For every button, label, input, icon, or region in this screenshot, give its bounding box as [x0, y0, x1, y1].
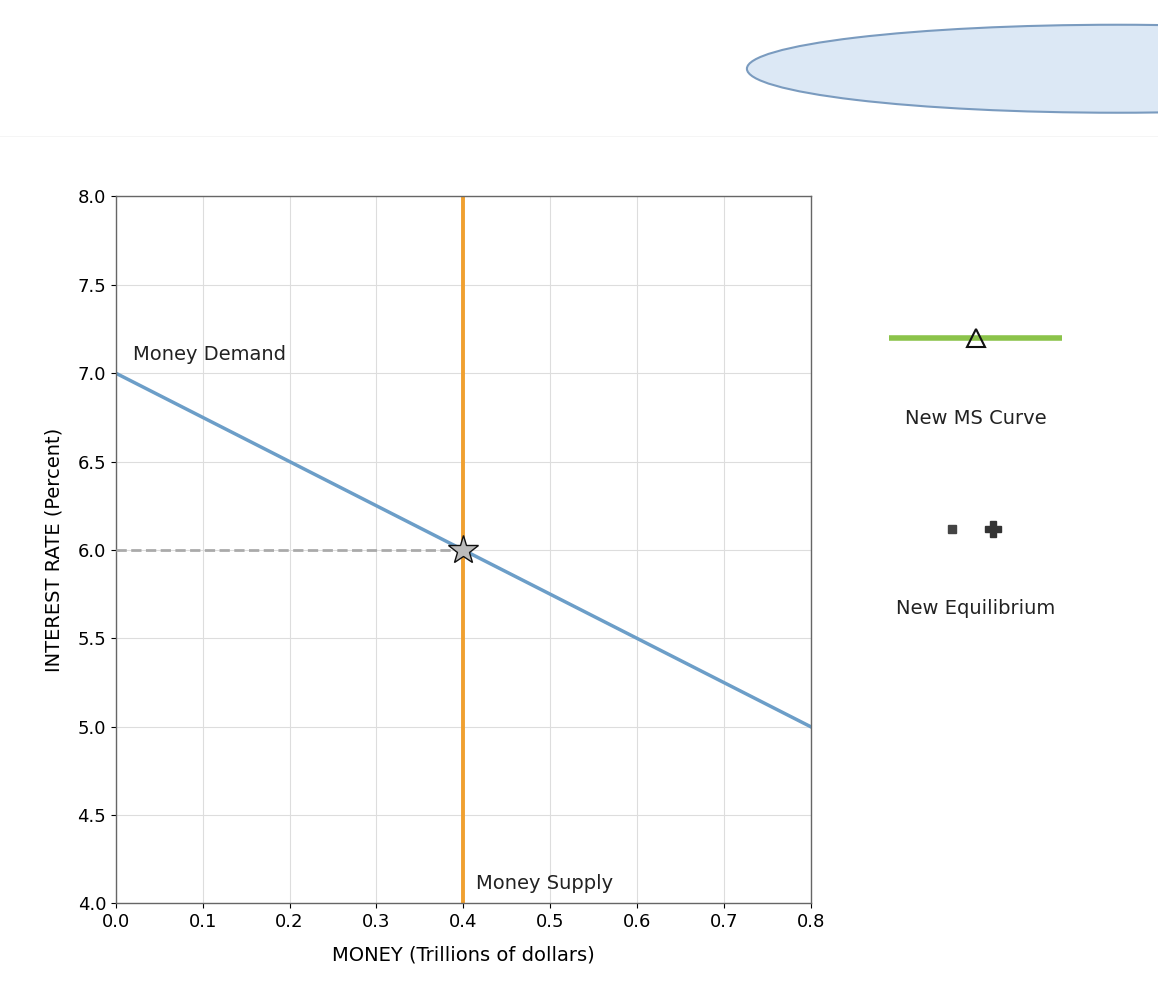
Text: Money Supply: Money Supply	[476, 874, 614, 893]
Text: Money Demand: Money Demand	[133, 346, 286, 364]
X-axis label: MONEY (Trillions of dollars): MONEY (Trillions of dollars)	[332, 945, 594, 964]
Text: ?: ?	[1111, 55, 1124, 82]
Text: New MS Curve: New MS Curve	[904, 409, 1047, 427]
Circle shape	[747, 25, 1158, 113]
Text: New Equilibrium: New Equilibrium	[896, 599, 1055, 619]
Y-axis label: INTEREST RATE (Percent): INTEREST RATE (Percent)	[44, 428, 64, 672]
